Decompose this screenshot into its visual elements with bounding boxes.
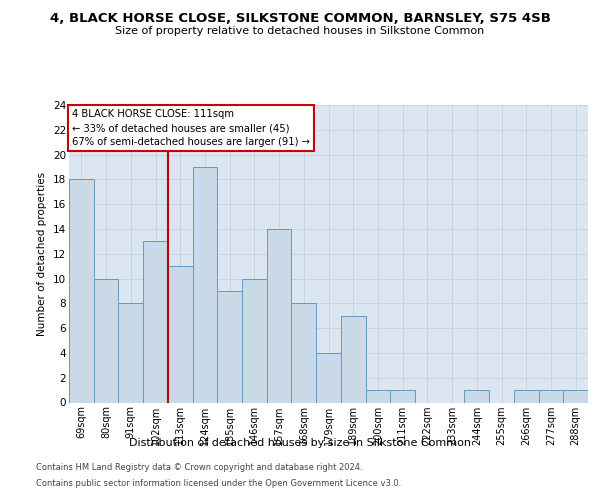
Bar — [514, 390, 539, 402]
Bar — [390, 390, 415, 402]
Bar — [94, 278, 118, 402]
Bar — [464, 390, 489, 402]
Text: Size of property relative to detached houses in Silkstone Common: Size of property relative to detached ho… — [115, 26, 485, 36]
Y-axis label: Number of detached properties: Number of detached properties — [37, 172, 47, 336]
Bar — [168, 266, 193, 402]
Bar — [69, 180, 94, 402]
Bar — [143, 242, 168, 402]
Bar — [193, 167, 217, 402]
Bar — [118, 304, 143, 402]
Text: Contains public sector information licensed under the Open Government Licence v3: Contains public sector information licen… — [36, 478, 401, 488]
Bar — [292, 304, 316, 402]
Bar — [341, 316, 365, 402]
Bar — [267, 229, 292, 402]
Bar — [242, 278, 267, 402]
Text: Distribution of detached houses by size in Silkstone Common: Distribution of detached houses by size … — [129, 438, 471, 448]
Bar — [316, 353, 341, 403]
Bar — [365, 390, 390, 402]
Text: 4, BLACK HORSE CLOSE, SILKSTONE COMMON, BARNSLEY, S75 4SB: 4, BLACK HORSE CLOSE, SILKSTONE COMMON, … — [50, 12, 550, 26]
Bar — [539, 390, 563, 402]
Text: 4 BLACK HORSE CLOSE: 111sqm
← 33% of detached houses are smaller (45)
67% of sem: 4 BLACK HORSE CLOSE: 111sqm ← 33% of det… — [71, 110, 310, 148]
Bar — [563, 390, 588, 402]
Text: Contains HM Land Registry data © Crown copyright and database right 2024.: Contains HM Land Registry data © Crown c… — [36, 464, 362, 472]
Bar — [217, 291, 242, 403]
